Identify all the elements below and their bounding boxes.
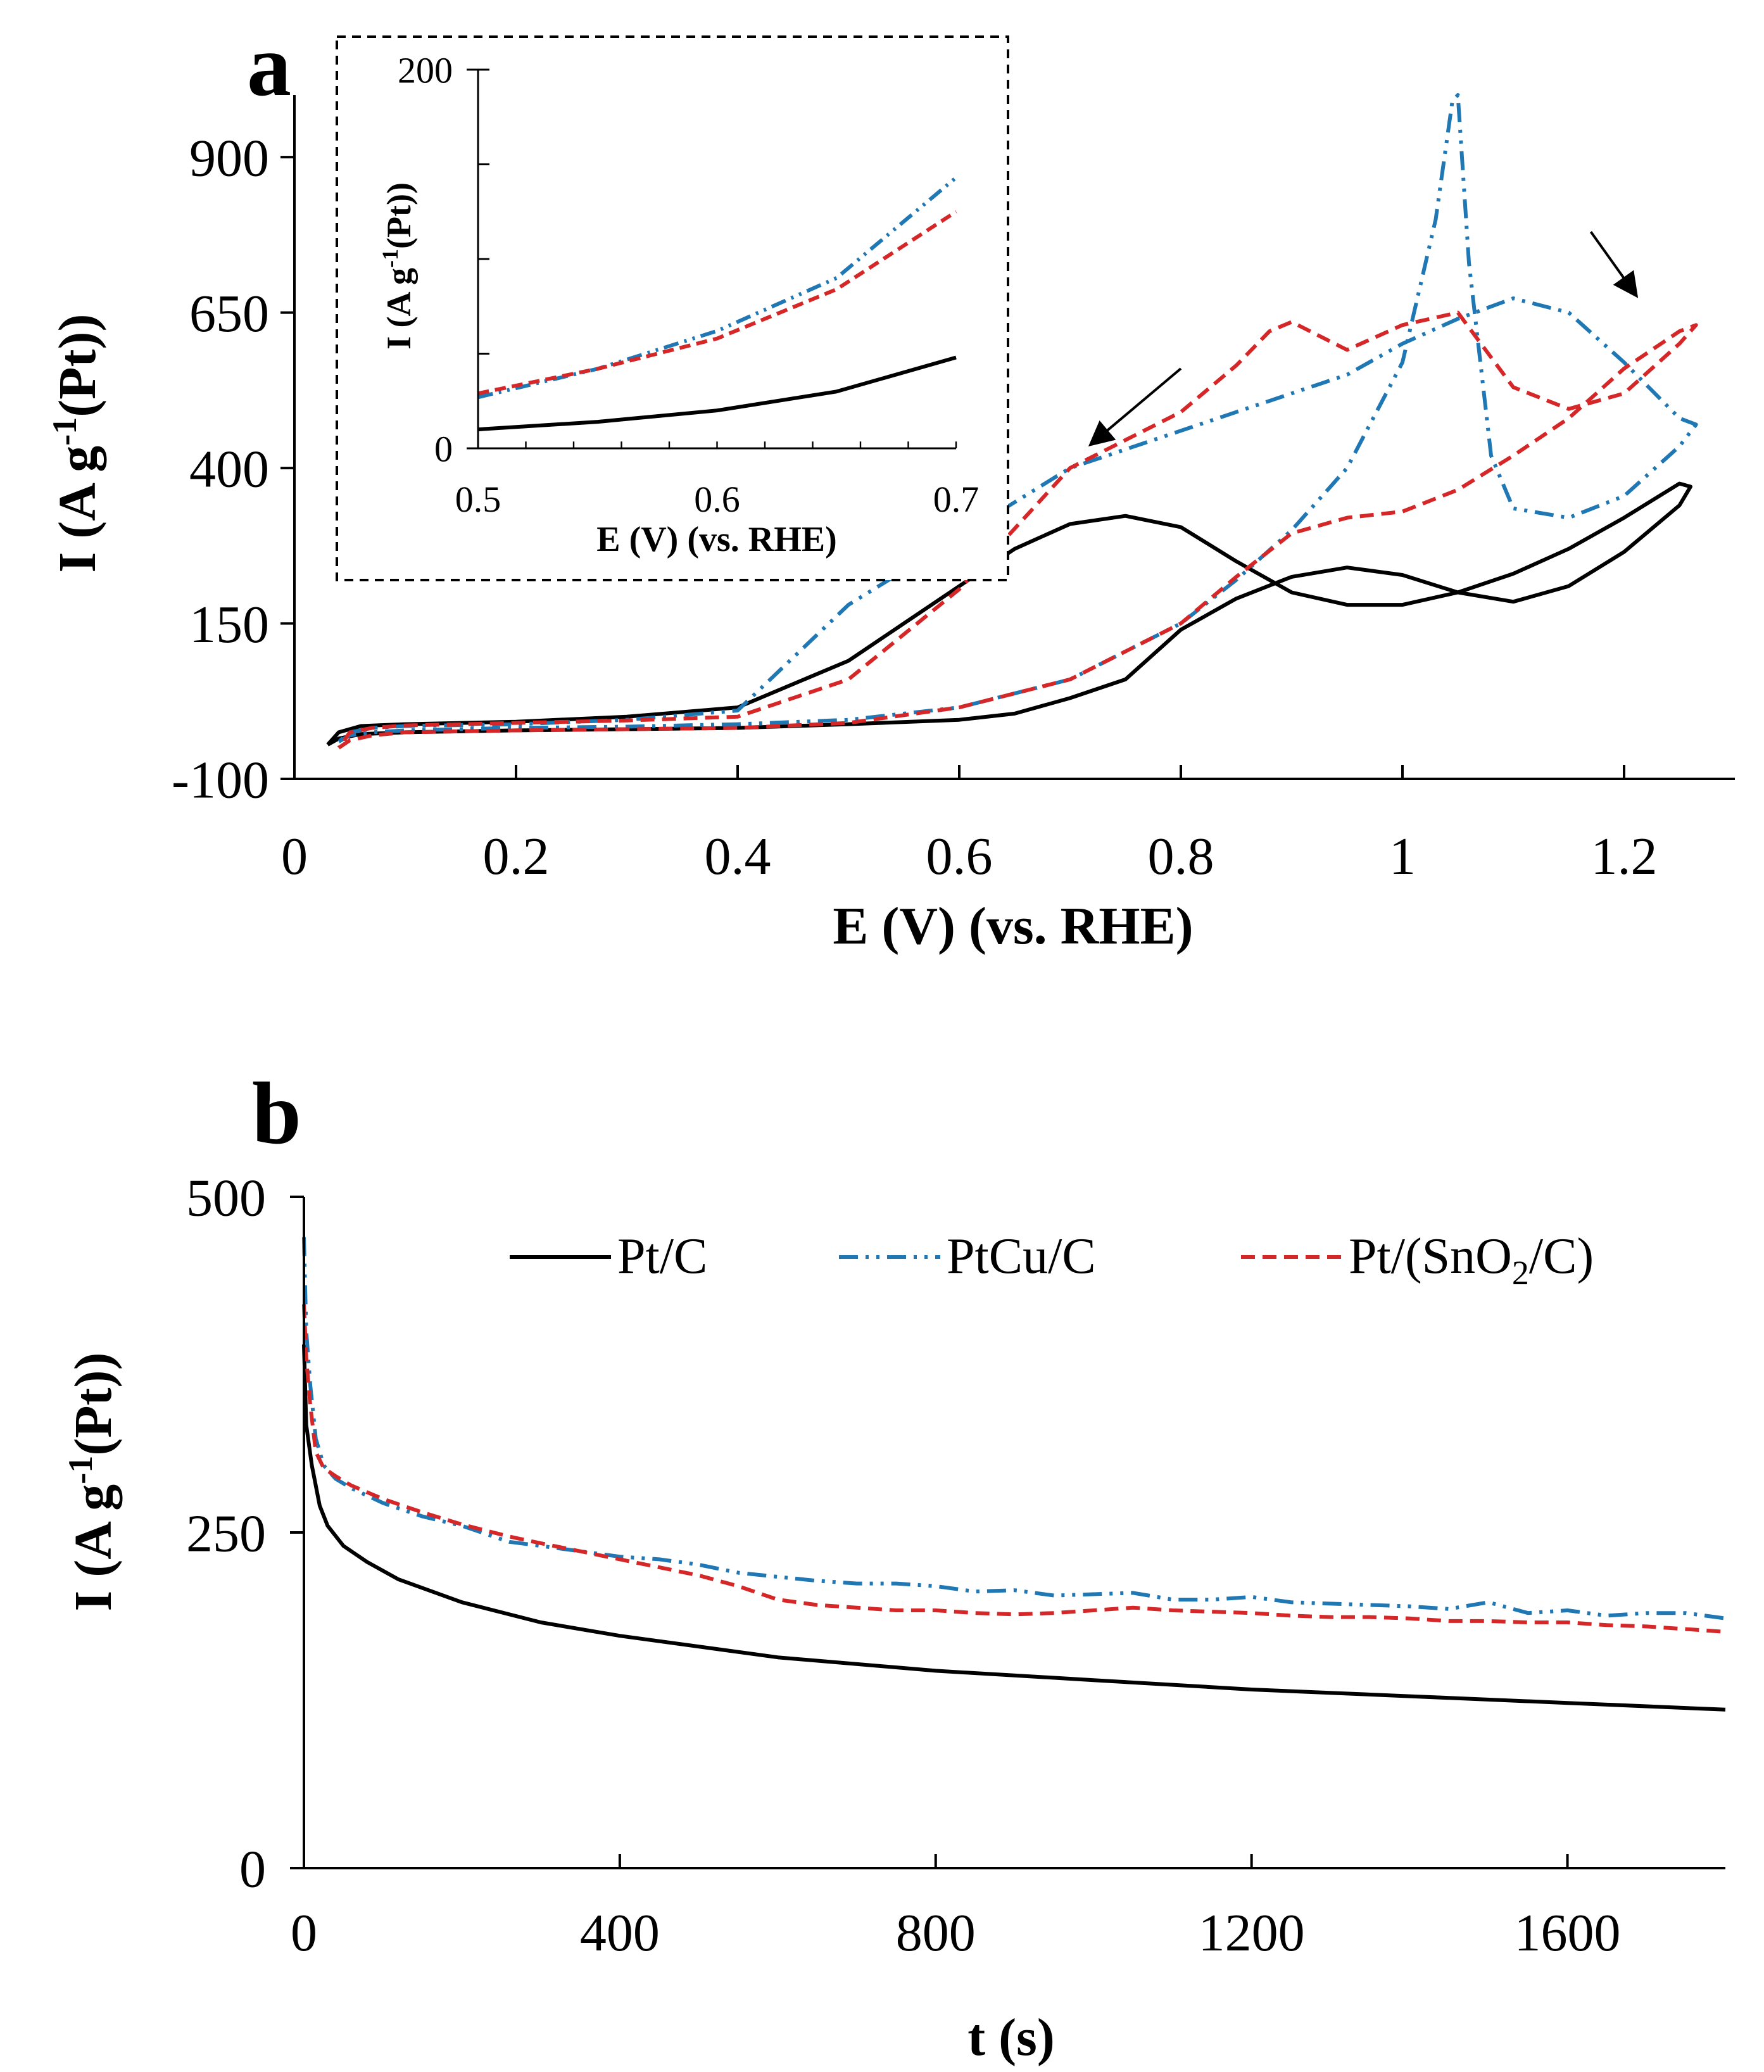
- panel-b-x-tick-label: 1600: [1515, 1904, 1621, 1962]
- panel-b-y-tick-label: 0: [239, 1840, 266, 1898]
- panel-a-y-tick-label: -100: [172, 750, 269, 809]
- panel-b-y-axis-title: I (A g-1(Pt)): [61, 1353, 123, 1612]
- panel-a-x-tick-label: 0.2: [483, 827, 550, 886]
- panel-a-series-ptcu-c: [337, 93, 1698, 743]
- panel-a-arrow-2: [1589, 231, 1639, 298]
- panel-b-legend: Pt/C PtCu/C Pt/(SnO2/C): [510, 1229, 1594, 1292]
- panel-b-x-tick-label: 800: [896, 1904, 976, 1962]
- panel-a-inset-x-tick-label: 0.6: [694, 479, 740, 520]
- panel-a-inset-x-tick-label: 0.7: [933, 479, 980, 520]
- panel-a-x-tick-label: 0: [281, 827, 308, 886]
- panel-a-x-axis-title: E (V) (vs. RHE): [833, 897, 1193, 956]
- panel-b-x-tick-label: 0: [291, 1904, 317, 1962]
- panel-a-inset-y-tick-label: 200: [398, 49, 453, 91]
- panel-b-x-tick-label: 1200: [1199, 1904, 1305, 1962]
- legend-item-ptc: Pt/C: [510, 1229, 707, 1284]
- legend-label-ptsno2: Pt/(SnO2/C): [1349, 1229, 1594, 1292]
- inset-y-axis-title: I (A g-1(Pt)): [377, 182, 418, 350]
- panel-a-y-tick-label: 150: [189, 595, 269, 654]
- panel-a-series-pt-c: [326, 481, 1692, 747]
- panel-a-y-axis-title: I (A g-1(Pt)): [46, 314, 107, 573]
- legend-label-ptcu: PtCu/C: [947, 1229, 1096, 1284]
- legend-item-ptsno2: Pt/(SnO2/C): [1241, 1229, 1594, 1292]
- panel-a-x-tick-label: 0.8: [1148, 827, 1214, 886]
- inset-x-axis-title: E (V) (vs. RHE): [596, 520, 837, 559]
- panel-a-inset-chart: 0.5 0.6 0.7 0 200 E (V) (vs. RHE) I (A g-1(P…: [336, 35, 1009, 581]
- panel-a-arrow-1: [1088, 367, 1182, 446]
- panel-a-inset-y-tick-label: 0: [434, 428, 453, 469]
- panel-b-series-pt-c: [302, 1344, 1726, 1712]
- panel-a-chart: 0 0.2 0.4 0.6 0.8 1 1.2 -100 150 400 650 900 E (V) …: [46, 93, 1735, 956]
- panel-a-x-tick-label: 0.4: [705, 827, 771, 886]
- legend-label-ptc: Pt/C: [617, 1229, 707, 1284]
- panel-b-chart: 0 400 800 1200 1600 0 250 500 t (s) I (A g-1(Pt…: [61, 1168, 1726, 2067]
- panel-b-y-tick-label: 250: [186, 1504, 266, 1563]
- panel-a-x-tick-label: 0.6: [926, 827, 993, 886]
- panel-a-x-tick-label: 1: [1389, 827, 1416, 886]
- panel-b-x-tick-label: 400: [580, 1904, 660, 1962]
- panel-a-x-tick-label: 1.2: [1591, 827, 1658, 886]
- panel-b-y-tick-label: 500: [186, 1168, 266, 1227]
- legend-item-ptcu: PtCu/C: [839, 1229, 1096, 1284]
- inset-frame: [336, 35, 1009, 581]
- panel-a-y-tick-label: 400: [189, 439, 269, 498]
- panel-b-x-axis-title: t (s): [967, 2008, 1055, 2067]
- panel-a-y-tick-label: 900: [189, 129, 269, 188]
- panel-a-series-pt-sno2-c: [337, 310, 1698, 750]
- panel-b-series-ptcu-c: [302, 1237, 1726, 1620]
- panel-a-inset-series-pt-sno2-c: [477, 210, 957, 396]
- panel-label-a: a: [247, 16, 291, 115]
- panel-label-b: b: [252, 1064, 301, 1163]
- panel-a-inset-series-pt-c: [477, 355, 957, 432]
- panel-b-series-pt-sno2-c: [302, 1304, 1726, 1634]
- panel-a-inset-x-tick-label: 0.5: [455, 479, 501, 520]
- panel-a-y-tick-label: 650: [189, 284, 269, 343]
- panel-a-inset-series-ptcu-c: [477, 176, 957, 400]
